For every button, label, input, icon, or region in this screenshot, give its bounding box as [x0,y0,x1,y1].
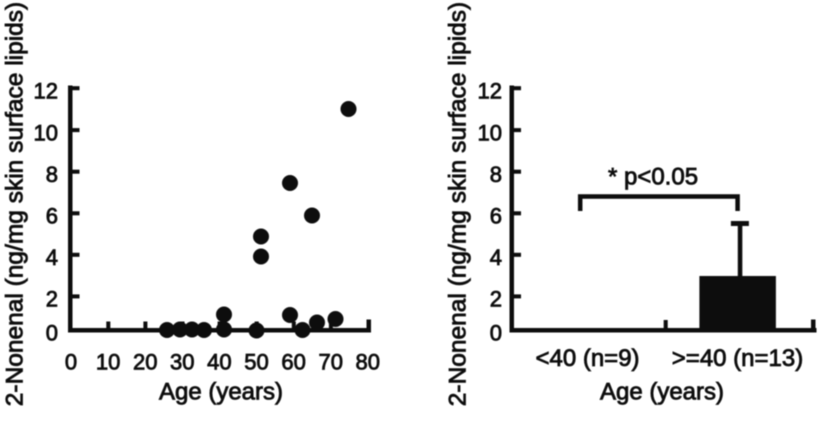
svg-text:<40 (n=9): <40 (n=9) [535,345,639,372]
svg-text:50: 50 [244,350,268,375]
svg-text:12: 12 [34,79,58,104]
svg-text:Age (years): Age (years) [159,379,283,406]
svg-text:40: 40 [207,350,231,375]
svg-text:8: 8 [490,162,502,187]
svg-text:2-Nonenal (ng/mg skin surface: 2-Nonenal (ng/mg skin surface lipids) [2,2,29,406]
svg-text:>=40 (n=13): >=40 (n=13) [672,345,803,372]
svg-text:70: 70 [318,350,342,375]
svg-text:8: 8 [46,162,58,187]
svg-text:80: 80 [356,350,380,375]
svg-text:6: 6 [46,204,58,229]
svg-text:0: 0 [490,320,502,345]
svg-text:* p<0.05: * p<0.05 [608,164,698,191]
svg-text:0: 0 [46,320,58,345]
svg-text:12: 12 [478,79,502,104]
svg-text:4: 4 [490,245,502,270]
svg-text:20: 20 [133,350,157,375]
svg-text:30: 30 [170,350,194,375]
svg-text:6: 6 [490,204,502,229]
svg-text:2: 2 [46,287,58,312]
svg-text:0: 0 [65,350,77,375]
svg-text:60: 60 [281,350,305,375]
svg-text:2: 2 [490,287,502,312]
svg-text:4: 4 [46,245,58,270]
svg-text:Age (years): Age (years) [600,379,724,406]
svg-text:2-Nonenal (ng/mg skin surface: 2-Nonenal (ng/mg skin surface lipids) [445,2,472,406]
svg-text:10: 10 [96,350,120,375]
svg-text:10: 10 [34,120,58,145]
svg-text:10: 10 [478,120,502,145]
